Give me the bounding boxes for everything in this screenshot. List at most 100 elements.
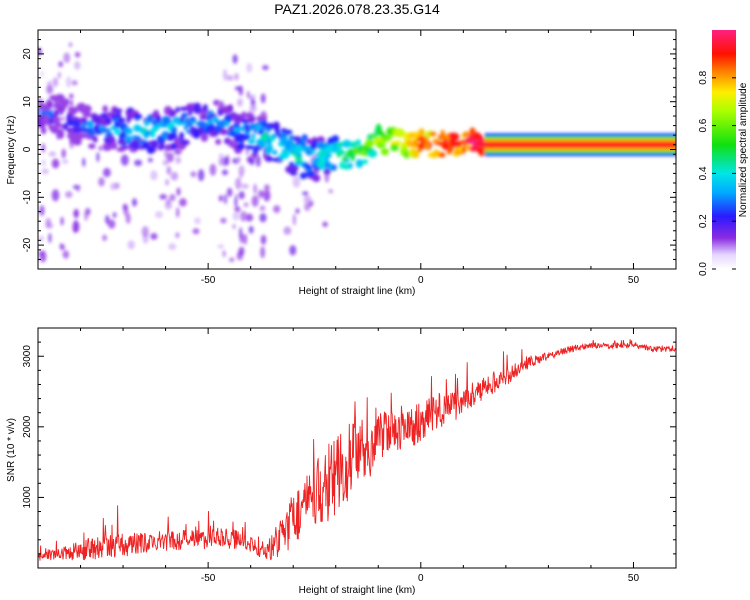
noise-blob [61, 148, 66, 159]
x-tick-label: -50 [201, 573, 216, 584]
ridge-blob [52, 116, 61, 124]
noise-blob [238, 191, 245, 200]
noise-blob [176, 207, 180, 218]
noise-blob [168, 243, 177, 251]
ridge-blob [40, 126, 47, 135]
ridge-blob [299, 172, 308, 180]
noise-blob [68, 42, 73, 48]
ridge-blob [125, 127, 133, 135]
ridge-blob [367, 149, 378, 158]
noise-blob [241, 183, 249, 189]
noise-blob [48, 232, 52, 244]
noise-blob [322, 221, 328, 228]
ridge-blob [119, 145, 130, 150]
snr-x-axis-label: Height of straight line (km) [299, 585, 416, 596]
ridge-blob [375, 123, 382, 133]
noise-blob [102, 234, 108, 241]
noise-blob [218, 153, 224, 159]
noise-blob [175, 156, 182, 164]
ridge-blob [316, 141, 326, 150]
noise-blob [69, 93, 74, 99]
noise-blob [51, 189, 60, 202]
ridge-blob [413, 149, 420, 159]
ridge-blob [267, 157, 274, 162]
ridge-blob [280, 132, 288, 139]
noise-blob [58, 116, 66, 121]
x-tick-label: 0 [418, 275, 424, 286]
noise-blob [40, 71, 44, 77]
ridge-blob [47, 101, 53, 108]
ridge-blob [56, 128, 65, 138]
noise-blob [73, 208, 80, 219]
noise-blob [224, 194, 227, 205]
noise-blob [209, 163, 217, 176]
colorbar-tick-label: 0.2 [698, 214, 709, 228]
noise-blob [192, 228, 200, 235]
ridge-blob [183, 125, 189, 130]
noise-blob [65, 191, 73, 198]
noise-blob [232, 211, 240, 221]
x-tick-label: 50 [628, 573, 640, 584]
noise-blob [302, 191, 309, 196]
ridge-blob [269, 136, 276, 142]
noise-blob [234, 197, 238, 208]
noise-blob [76, 186, 80, 192]
ridge-blob [114, 128, 121, 135]
noise-blob [250, 97, 256, 108]
ridge-blob [394, 130, 405, 138]
noise-blob [232, 223, 236, 230]
noise-blob [46, 84, 54, 95]
ridge-blob [365, 139, 374, 148]
colorbar-tick-label: 0.8 [698, 70, 709, 84]
ridge-blob [301, 137, 306, 146]
noise-blob [122, 203, 128, 211]
noise-blob [236, 99, 241, 107]
ridge-blob [312, 174, 321, 183]
ridge-blob [93, 136, 98, 143]
ridge-blob [191, 127, 200, 132]
ridge-blob [336, 149, 346, 156]
y-tick-label: -20 [22, 237, 33, 252]
ridge-blob [54, 122, 63, 128]
noise-blob [52, 77, 59, 87]
ridge-blob [141, 141, 150, 149]
noise-blob [166, 152, 174, 163]
noise-blob [240, 211, 247, 222]
noise-blob [57, 71, 62, 79]
ridge-blob [396, 140, 402, 146]
noise-blob [260, 93, 266, 104]
ridge-blob [424, 136, 429, 143]
noise-blob [283, 226, 292, 235]
ridge-blob [256, 115, 266, 122]
noise-blob [74, 61, 81, 70]
noise-blob [259, 205, 266, 211]
noise-blob [251, 195, 259, 207]
noise-blob [238, 165, 245, 176]
ridge-blob [102, 105, 108, 113]
noise-blob [227, 187, 233, 197]
ridge-blob [117, 117, 126, 123]
y-tick-label: 1000 [22, 486, 33, 509]
ridge-blob [209, 122, 214, 128]
spectrogram-panel: -50 0 50 -20 -10 0 10 20 Height of straight li… [6, 29, 677, 297]
ridge-blob [110, 141, 118, 150]
ridge-blob [417, 148, 423, 153]
ridge-blob [88, 143, 96, 149]
ridge-blob [341, 163, 351, 170]
noise-blob [45, 217, 52, 228]
ridge-blob [355, 139, 361, 146]
noise-blob [150, 170, 158, 181]
ridge-blob [80, 133, 87, 139]
ridge-blob [159, 145, 165, 150]
snr-panel: -50 0 50 1000 2000 3000 Height of straight l… [6, 327, 677, 596]
noise-blob [234, 73, 239, 81]
noise-blob [218, 195, 224, 202]
noise-blob [147, 157, 153, 163]
noise-blob [259, 190, 265, 198]
colorbar-label: Normalized spectral amplitude [738, 82, 749, 217]
spectrogram-x-ticks: -50 0 50 [80, 30, 677, 286]
noise-blob [102, 167, 111, 178]
noise-blob [98, 146, 104, 151]
ridge-blob [66, 127, 73, 132]
ridge-blob [306, 170, 316, 178]
